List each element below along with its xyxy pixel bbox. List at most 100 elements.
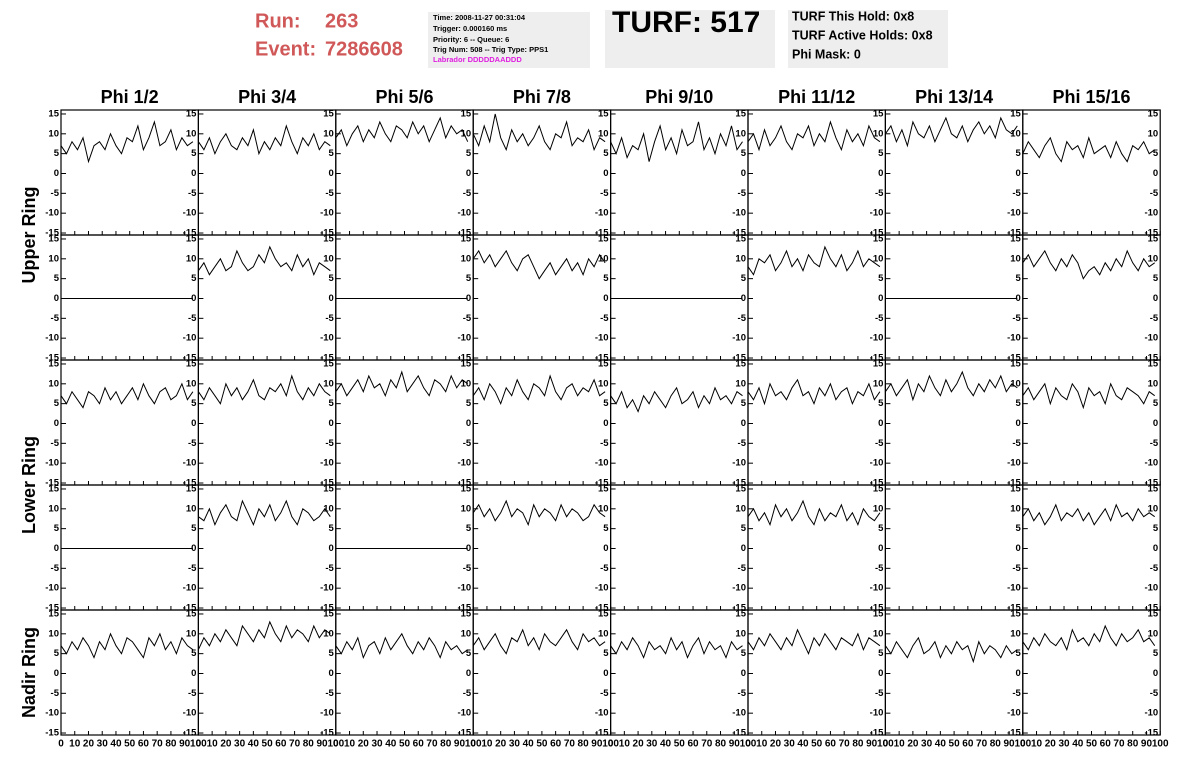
y-tick-label: 5 — [54, 523, 60, 534]
x-tick-label: 0 — [608, 739, 614, 750]
y-tick-label: 5 — [603, 148, 609, 159]
x-tick-label: 70 — [289, 739, 301, 750]
y-tick-label: -10 — [595, 333, 609, 344]
panel-frame — [472, 359, 612, 486]
panel-frame — [197, 484, 337, 611]
y-tick-label: 10 — [873, 128, 884, 139]
panel-frame — [60, 359, 199, 486]
x-tick-label: 40 — [523, 739, 535, 750]
column-title: Phi 15/16 — [1052, 87, 1130, 107]
panel-frame — [884, 109, 1024, 236]
info-line: Trigger: 0.000160 ms — [433, 24, 507, 33]
y-tick-label: 0 — [54, 293, 59, 304]
waveform — [884, 636, 1018, 664]
x-tick-label: 70 — [701, 739, 713, 750]
info-box — [428, 12, 590, 68]
y-tick-label: 10 — [1010, 253, 1021, 264]
y-tick-label: -5 — [51, 688, 60, 699]
y-tick-label: 15 — [598, 483, 609, 494]
y-tick-label: -10 — [457, 708, 471, 719]
y-tick-label: 5 — [878, 523, 884, 534]
y-tick-label: 10 — [873, 378, 884, 389]
y-tick-label: 10 — [735, 378, 746, 389]
y-tick-label: -5 — [463, 313, 472, 324]
y-tick-label: -10 — [45, 458, 59, 469]
y-tick-label: 0 — [878, 418, 883, 429]
y-tick-label: 15 — [48, 608, 59, 619]
y-tick-label: 0 — [466, 543, 471, 554]
y-tick-label: 0 — [1153, 543, 1158, 554]
y-tick-label: -5 — [188, 688, 197, 699]
x-tick-label: 100 — [465, 739, 482, 750]
x-tick-label: 10 — [344, 739, 356, 750]
waveform — [1022, 503, 1155, 526]
y-tick-label: 10 — [323, 378, 334, 389]
y-tick-label: -15 — [870, 353, 884, 364]
y-tick-label: -5 — [1012, 688, 1021, 699]
x-tick-label: 70 — [1113, 739, 1125, 750]
y-tick-label: -15 — [595, 478, 609, 489]
y-tick-label: -15 — [183, 228, 197, 239]
waveform — [335, 632, 468, 660]
y-tick-label: -10 — [732, 333, 746, 344]
y-tick-label: -15 — [732, 728, 746, 739]
y-tick-label: 10 — [1010, 628, 1021, 639]
ring-label: Lower Ring — [19, 436, 39, 534]
y-tick-label: 10 — [461, 253, 472, 264]
y-tick-label: -10 — [1007, 333, 1021, 344]
info-line: Trig Num: 508 -- Trig Type: PPS1 — [433, 45, 548, 54]
y-tick-label: 0 — [1016, 168, 1021, 179]
y-tick-label: -10 — [1007, 208, 1021, 219]
waveform — [1022, 382, 1155, 410]
y-tick-label: 15 — [186, 233, 197, 244]
y-tick-label: 15 — [186, 483, 197, 494]
y-tick-label: -15 — [595, 728, 609, 739]
y-tick-label: 5 — [191, 648, 197, 659]
y-tick-label: 5 — [1153, 648, 1159, 659]
y-tick-label: -10 — [320, 583, 334, 594]
y-tick-label: -10 — [1144, 333, 1158, 344]
y-tick-label: 5 — [191, 148, 197, 159]
panel-frame — [472, 109, 612, 236]
x-tick-label: 70 — [152, 739, 164, 750]
ring-label: Upper Ring — [19, 187, 39, 284]
y-tick-label: 0 — [329, 168, 334, 179]
waveform — [197, 124, 331, 156]
x-tick-label: 90 — [729, 739, 741, 750]
y-tick-label: -15 — [183, 353, 197, 364]
panel-frame — [197, 359, 337, 486]
y-tick-label: 10 — [186, 128, 197, 139]
event-number: 7286608 — [325, 38, 403, 60]
x-tick-label: 10 — [481, 739, 493, 750]
y-tick-label: 10 — [186, 503, 197, 514]
waveform — [884, 370, 1018, 402]
y-tick-label: -10 — [45, 583, 59, 594]
y-tick-label: -15 — [732, 228, 746, 239]
y-tick-label: -5 — [738, 188, 747, 199]
y-tick-label: 0 — [329, 293, 334, 304]
panel-frame — [60, 234, 199, 361]
x-tick-label: 0 — [470, 739, 476, 750]
y-tick-label: -5 — [738, 438, 747, 449]
y-tick-label: 15 — [1010, 233, 1021, 244]
y-tick-label: 0 — [603, 543, 608, 554]
y-tick-label: 15 — [48, 483, 59, 494]
x-tick-label: 90 — [1003, 739, 1015, 750]
y-tick-label: 10 — [735, 628, 746, 639]
y-tick-label: -10 — [320, 333, 334, 344]
y-tick-label: 0 — [1153, 418, 1158, 429]
y-tick-label: 5 — [741, 523, 747, 534]
y-tick-label: -5 — [738, 313, 747, 324]
y-tick-label: 10 — [461, 503, 472, 514]
y-tick-label: -15 — [1007, 478, 1021, 489]
y-tick-label: 10 — [186, 378, 197, 389]
x-tick-label: 0 — [883, 739, 889, 750]
x-tick-label: 90 — [591, 739, 603, 750]
panel-frame — [747, 609, 886, 736]
y-tick-label: -15 — [1144, 478, 1158, 489]
y-tick-label: 15 — [735, 608, 746, 619]
y-tick-label: 10 — [323, 503, 334, 514]
y-tick-label: -15 — [320, 603, 334, 614]
y-tick-label: 10 — [461, 628, 472, 639]
